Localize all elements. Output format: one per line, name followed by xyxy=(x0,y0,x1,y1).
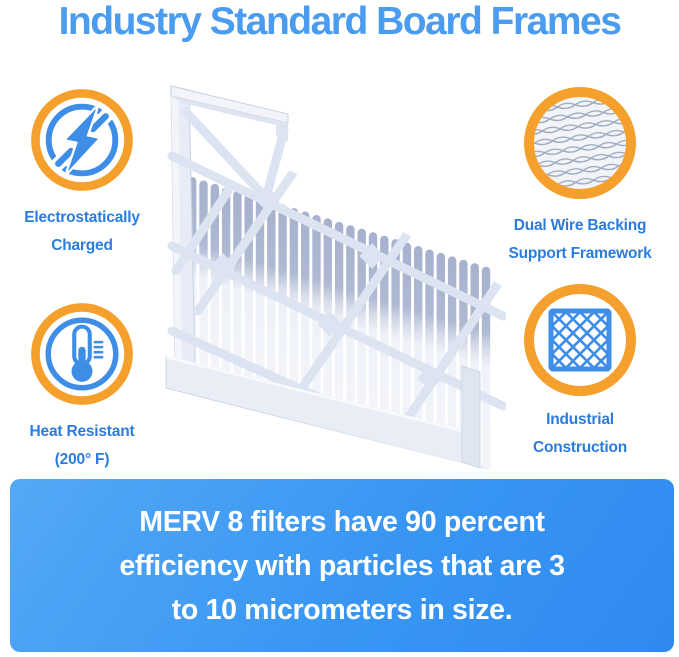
air-filter-product-image xyxy=(158,76,506,474)
wire-mesh-icon xyxy=(523,86,637,200)
feature-label-line: Industrial xyxy=(546,411,614,428)
feature-label: Electrostatically Charged xyxy=(0,204,164,260)
filter-bottom-rail xyxy=(158,355,506,474)
feature-dual-wire-backing: Dual Wire Backing Support Framework xyxy=(494,86,666,268)
feature-label: Dual Wire Backing Support Framework xyxy=(494,212,666,268)
feature-label-line: Electrostatically xyxy=(24,209,140,226)
pleated-filter-render xyxy=(158,85,506,474)
feature-label-line: (200° F) xyxy=(54,450,110,468)
feature-industrial-construction: Industrial Construction xyxy=(494,283,666,462)
lightning-bolt-icon xyxy=(30,88,134,192)
feature-label-line: Charged xyxy=(51,236,113,254)
feature-label-line: Heat Resistant xyxy=(29,423,135,440)
feature-electrostatically-charged: Electrostatically Charged xyxy=(0,88,164,260)
feature-label-line: Construction xyxy=(532,438,628,456)
banner-text-line: to 10 micrometers in size. xyxy=(171,593,513,626)
feature-label: Industrial Construction xyxy=(494,406,666,462)
feature-label-line: Support Framework xyxy=(508,244,652,262)
feature-heat-resistant: Heat Resistant (200° F) xyxy=(0,302,164,474)
banner-text-line: efficiency with particles that are 3 xyxy=(119,549,565,582)
lattice-grid-icon xyxy=(523,283,637,397)
banner-text: MERV 8 filters have 90 percent efficiency… xyxy=(119,500,565,632)
feature-label-line: Dual Wire Backing xyxy=(513,217,647,234)
filter-lattice-nodes xyxy=(210,185,443,391)
banner-text-line: MERV 8 filters have 90 percent xyxy=(139,505,545,538)
thermometer-icon xyxy=(30,302,134,406)
feature-label: Heat Resistant (200° F) xyxy=(0,418,164,474)
page-title: Industry Standard Board Frames xyxy=(58,0,622,43)
info-banner: MERV 8 filters have 90 percent efficiency… xyxy=(10,479,674,652)
